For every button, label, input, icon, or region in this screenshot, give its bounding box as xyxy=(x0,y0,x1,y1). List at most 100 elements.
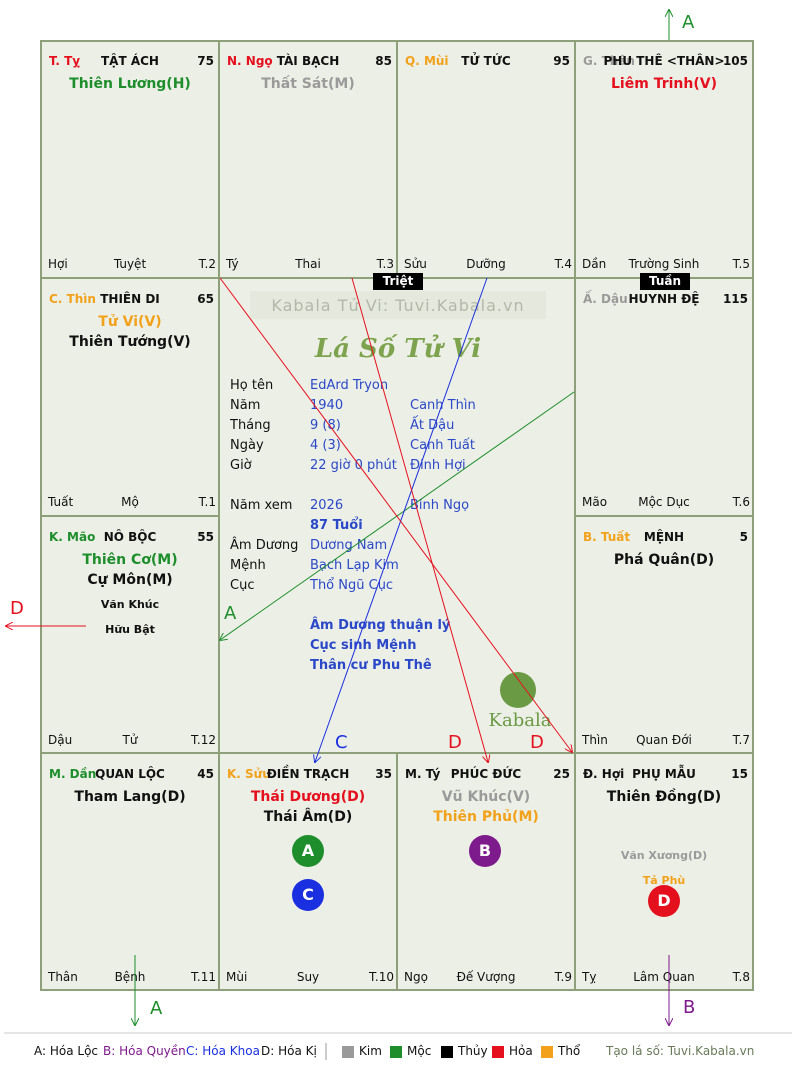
palace-foot-branch: Thìn xyxy=(582,733,608,747)
tuan-tag: Tuần xyxy=(640,273,690,290)
palace-name: NÔ BỘC xyxy=(103,530,157,544)
major-star: Liêm Trinh(V) xyxy=(611,76,717,92)
palace-number: 45 xyxy=(197,767,214,781)
major-star: Thiên Lương(H) xyxy=(69,76,191,92)
hoa-ki-badge: D xyxy=(648,885,680,917)
hoa-loc-badge: A xyxy=(292,835,324,867)
palace-foot-stage: Trường Sinh xyxy=(628,257,700,271)
watermark-box xyxy=(250,291,546,319)
palace-cell: K. Sửu ĐIỀN TRẠCH 35 Thái Dương(D) Thái Âm(D… xyxy=(218,753,398,991)
palace-foot-branch: Mão xyxy=(582,495,608,509)
moc-swatch xyxy=(390,1046,402,1058)
palace-foot-stage: Mộc Dục xyxy=(638,495,690,509)
palace-cell: N. Ngọ TÀI BẠCH 85 Thất Sát(M) Tý Thai T.3 xyxy=(218,40,398,278)
chart-note: Cục sinh Mệnh xyxy=(310,638,417,653)
info-value: EdArd Tryon xyxy=(310,378,389,393)
info-value: 22 giờ 0 phút xyxy=(310,458,397,473)
tho-swatch xyxy=(541,1046,553,1058)
palace-name: PHÚC ĐỨC xyxy=(450,767,522,781)
palace-branch: K. Sửu xyxy=(227,767,271,781)
palace-branch: M. Dần xyxy=(49,767,97,781)
palace-foot-branch: Thân xyxy=(48,970,78,984)
major-star: Thiên Tướng(V) xyxy=(69,334,191,350)
palace-number: 65 xyxy=(197,292,214,306)
legend-moc: Mộc xyxy=(407,1044,432,1058)
age: 87 Tuổi xyxy=(310,518,363,533)
palace-number: 115 xyxy=(722,292,748,306)
palace-branch: Q. Mùi xyxy=(405,54,449,68)
palace-branch: Đ. Hợi xyxy=(583,767,625,781)
palace-branch: K. Mão xyxy=(49,530,96,544)
palace-name: TẬT ÁCH xyxy=(101,54,159,68)
palace-foot-index: T.12 xyxy=(191,733,216,747)
info-value: 9 (8) xyxy=(310,418,341,433)
palace-foot-branch: Tỵ xyxy=(582,970,597,984)
palace-number: 25 xyxy=(553,767,570,781)
grid-line xyxy=(575,515,754,517)
legend-hoa-ki: D: Hóa Kị xyxy=(261,1044,317,1058)
palace-foot-branch: Hợi xyxy=(48,257,68,271)
palace-foot-index: T.2 xyxy=(198,257,216,271)
info-label: Họ tên xyxy=(230,378,274,393)
palace-branch: Ấ. Dậu xyxy=(583,292,628,306)
palace-foot-index: T.11 xyxy=(191,970,216,984)
palace-number: 75 xyxy=(197,54,214,68)
legend-tho: Thổ xyxy=(558,1044,581,1058)
hoa-khoa-line xyxy=(315,277,488,762)
major-star: Tử Vi(V) xyxy=(98,314,162,330)
minor-star: Văn Khúc xyxy=(100,598,160,611)
major-star: Cự Môn(M) xyxy=(87,572,173,588)
palace-foot-branch: Mùi xyxy=(226,970,248,984)
info-value: Dương Nam xyxy=(310,538,388,553)
palace-foot-stage: Dưỡng xyxy=(466,257,506,271)
thuy-swatch xyxy=(441,1046,453,1058)
arrow-label-d-left: D xyxy=(10,598,24,619)
palace-name: PHU THÊ <THÂN> xyxy=(603,54,725,68)
major-star: Phá Quân(D) xyxy=(613,552,715,568)
palace-name: TỬ TỨC xyxy=(461,54,511,68)
palace-foot-branch: Dần xyxy=(582,257,607,271)
arrow-label-b-bottom: B xyxy=(683,997,696,1018)
triet-tag: Triệt xyxy=(373,273,423,290)
palace-foot-branch: Sửu xyxy=(404,257,427,271)
palace-branch: N. Ngọ xyxy=(227,54,273,68)
palace-branch: B. Tuất xyxy=(583,530,631,544)
palace-cell: B. Tuất MỆNH 5 Phá Quân(D) Thìn Quan Đới T.7 xyxy=(574,516,754,754)
arrow-label-d-mid2: D xyxy=(530,732,544,753)
info-label: Giờ xyxy=(230,458,252,473)
palace-number: 85 xyxy=(375,54,392,68)
palace-foot-index: T.1 xyxy=(198,495,216,509)
arrow-label-c-mid: C xyxy=(335,732,348,753)
palace-foot-stage: Bệnh xyxy=(114,970,146,984)
info-label: Âm Dương xyxy=(230,538,299,553)
palace-foot-branch: Dậu xyxy=(48,733,73,747)
hoa-ki-line xyxy=(219,277,572,752)
palace-number: 95 xyxy=(553,54,570,68)
info-value-can-chi: Đinh Hợi xyxy=(410,458,466,473)
hoa-ki-line xyxy=(351,277,488,762)
arrow-label-a-bottom: A xyxy=(150,998,163,1019)
chart-note: Âm Dương thuận lý xyxy=(310,618,451,633)
grid-line xyxy=(218,40,220,991)
chart-note: Thân cư Phu Thê xyxy=(310,658,432,673)
palace-foot-stage: Lâm Quan xyxy=(633,970,695,984)
palace-foot-stage: Mộ xyxy=(121,495,139,509)
palace-foot-stage: Tử xyxy=(122,733,138,747)
palace-cell: C. Thìn THIÊN DI 65 Tử Vi(V) Thiên Tướng(V) T… xyxy=(40,278,220,516)
palace-foot-stage: Thai xyxy=(295,257,321,271)
grid-line xyxy=(396,752,398,991)
major-star: Thất Sát(M) xyxy=(261,76,355,92)
palace-foot-index: T.9 xyxy=(554,970,572,984)
major-star: Thái Âm(D) xyxy=(263,809,353,825)
palace-cell: Q. Mùi TỬ TỨC 95 Sửu Dưỡng T.4 xyxy=(396,40,576,278)
palace-number: 55 xyxy=(197,530,214,544)
legend-hoa: Hỏa xyxy=(509,1044,533,1058)
grid-line xyxy=(574,40,576,991)
grid-line xyxy=(396,40,398,279)
nam-xem-label: Năm xem xyxy=(230,498,293,513)
watermark: Kabala Tử Vi: Tuvi.Kabala.vn xyxy=(271,296,525,315)
palace-cell: K. Mão NÔ BỘC 55 Thiên Cơ(M) Cự Môn(M) Văn Kh… xyxy=(40,516,220,754)
hoa-quyen-badge: B xyxy=(469,835,501,867)
palace-name: MỆNH xyxy=(643,530,685,544)
palace-number: 35 xyxy=(375,767,392,781)
